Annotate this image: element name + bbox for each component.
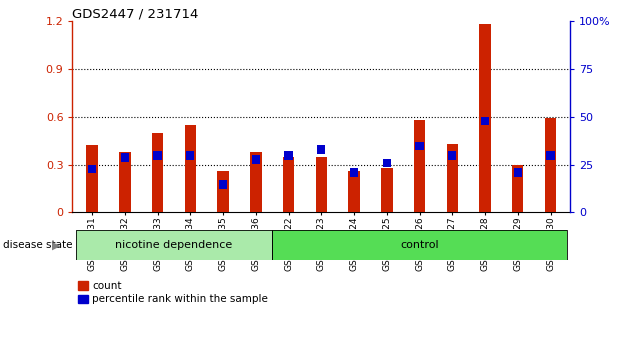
- Bar: [217, 171, 229, 212]
- Bar: [318, 145, 325, 154]
- Bar: [219, 180, 227, 188]
- Bar: [348, 171, 360, 212]
- Bar: [512, 165, 524, 212]
- Bar: [414, 120, 425, 212]
- Bar: [185, 125, 196, 212]
- Text: GDS2447 / 231714: GDS2447 / 231714: [72, 7, 199, 20]
- Bar: [252, 155, 260, 164]
- Text: ▶: ▶: [52, 240, 60, 250]
- Bar: [119, 152, 130, 212]
- Bar: [479, 24, 491, 212]
- Text: disease state: disease state: [3, 240, 72, 250]
- Bar: [285, 151, 293, 160]
- Bar: [316, 156, 327, 212]
- Bar: [481, 117, 489, 125]
- Bar: [350, 169, 358, 177]
- Bar: [448, 151, 456, 160]
- Bar: [381, 168, 392, 212]
- Bar: [250, 152, 261, 212]
- Bar: [121, 153, 129, 162]
- Bar: [88, 165, 96, 173]
- Bar: [86, 145, 98, 212]
- Bar: [447, 144, 458, 212]
- Bar: [415, 142, 423, 150]
- Bar: [152, 133, 163, 212]
- Bar: [545, 118, 556, 212]
- Bar: [546, 151, 554, 160]
- Bar: [283, 156, 294, 212]
- Bar: [382, 159, 391, 167]
- Text: nicotine dependence: nicotine dependence: [115, 240, 232, 250]
- Legend: count, percentile rank within the sample: count, percentile rank within the sample: [77, 281, 268, 304]
- Text: control: control: [400, 240, 439, 250]
- Bar: [513, 169, 522, 177]
- Bar: [154, 151, 162, 160]
- Bar: [186, 151, 195, 160]
